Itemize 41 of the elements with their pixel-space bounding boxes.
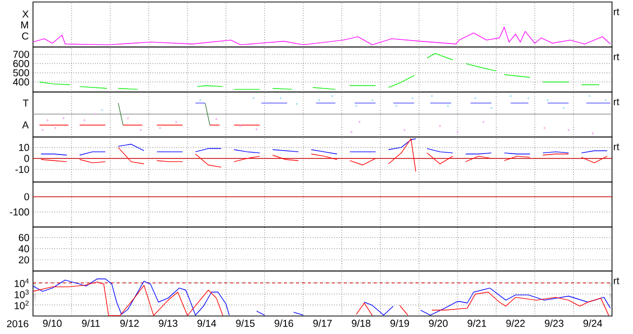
y-tick-label: 10 bbox=[19, 144, 30, 151]
y-tick-label: 10$^{2}$ bbox=[14, 300, 29, 310]
y-tick-label: 10$^{4}$ bbox=[14, 278, 29, 288]
x-tick-label: 9/20 bbox=[429, 320, 448, 327]
x-tick-label: 9/10 bbox=[43, 320, 62, 327]
text: rt bbox=[614, 144, 620, 150]
x-tick-label: 9/22 bbox=[506, 320, 525, 327]
y-tick-label: 700 bbox=[13, 50, 30, 58]
x-tick-label: 9/16 bbox=[274, 320, 294, 327]
y-tick-label: -10 bbox=[15, 166, 30, 173]
text: M bbox=[21, 22, 28, 28]
x-tick-label: 9/13 bbox=[158, 320, 178, 327]
text: rt bbox=[614, 8, 620, 16]
y-tick-label: 0 bbox=[24, 193, 30, 200]
y-tick-label: 0 bbox=[24, 154, 30, 162]
text: rt bbox=[614, 278, 620, 284]
y-tick-label: 60 bbox=[18, 234, 30, 242]
text: rt bbox=[614, 54, 620, 60]
x-axis-title: 2016 bbox=[7, 320, 28, 328]
y-tick-label: 600 bbox=[13, 60, 30, 68]
x-tick-label: 9/24 bbox=[583, 320, 602, 327]
y-tick-label: 40 bbox=[18, 245, 30, 252]
x-tick-label: 9/15 bbox=[236, 320, 255, 327]
y-tick-label: 500 bbox=[13, 69, 30, 76]
text: X bbox=[22, 10, 29, 18]
x-tick-label: 9/14 bbox=[197, 320, 216, 327]
x-tick-label: 9/19 bbox=[390, 320, 409, 327]
y-tick-label: 20 bbox=[18, 256, 30, 264]
x-tick-label: 9/12 bbox=[120, 320, 139, 327]
x-tick-label: 9/21 bbox=[468, 320, 486, 327]
x-tick-label: 9/17 bbox=[313, 320, 332, 327]
x-tick-label: 9/23 bbox=[544, 320, 564, 327]
y-tick-label: 10$^{3}$ bbox=[14, 290, 29, 298]
text: C bbox=[22, 32, 28, 40]
text: A bbox=[22, 122, 29, 128]
text: rt bbox=[614, 98, 620, 106]
y-tick-label: -100 bbox=[10, 208, 30, 216]
y-tick-label: 400 bbox=[13, 78, 30, 86]
x-tick-label: 9/18 bbox=[352, 320, 370, 327]
text: T bbox=[22, 100, 29, 106]
x-tick-label: 9/11 bbox=[82, 320, 100, 327]
